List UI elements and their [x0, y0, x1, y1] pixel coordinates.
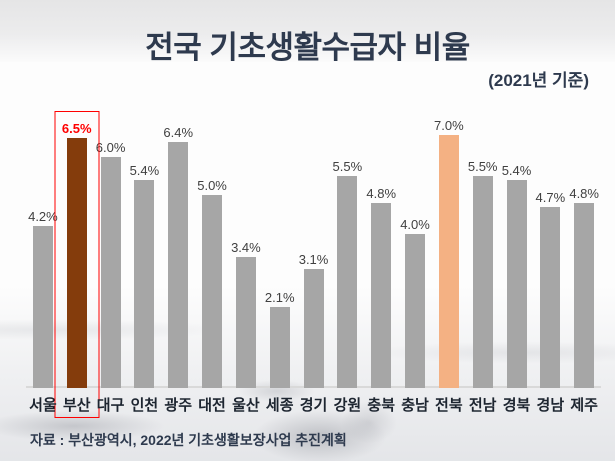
bar-column-세종: 2.1% [263, 118, 297, 388]
bar-경기 [303, 269, 324, 388]
bar-value-label: 6.0% [95, 140, 126, 155]
bar-value-label: 6.5% [61, 121, 92, 136]
page-title: 전국 기초생활수급자 비율 [145, 30, 470, 65]
x-axis-label-울산: 울산 [232, 397, 260, 414]
bar-value-label: 5.0% [197, 178, 227, 193]
x-axis-label-인천: 인천 [130, 397, 159, 414]
x-axis-label-전남: 전남 [468, 397, 497, 414]
bar-column-대전: 5.0% [195, 118, 229, 388]
x-axis-label-경남: 경남 [536, 397, 565, 414]
bar-value-label: 4.2% [28, 209, 58, 224]
bar-value-label: 6.4% [163, 125, 194, 140]
bar-value-label: 4.8% [569, 186, 599, 201]
bar-제주 [574, 203, 595, 388]
bar-value-label: 3.1% [298, 252, 329, 267]
bar-column-충남: 4.0% [398, 118, 432, 388]
bar-value-label: 5.4% [129, 163, 160, 178]
x-axis-label-경기: 경기 [299, 397, 328, 414]
bar-인천 [134, 180, 155, 388]
bar-서울 [32, 226, 53, 388]
bar-column-울산: 3.4% [229, 118, 263, 388]
bar-column-대구: 6.0% [94, 118, 128, 388]
bar-울산 [235, 257, 256, 388]
bar-value-label: 5.4% [501, 163, 532, 178]
x-axis-label-제주: 제주 [570, 397, 598, 414]
bar-chart: 4.2% 6.5% 6.0% 5.4% 6.4% 5.0% 3.4% 2.1% 3.1% 5.5%… [26, 111, 601, 418]
bar-value-label: 4.8% [366, 186, 397, 201]
x-axis-label-서울: 서울 [29, 397, 57, 414]
bar-경남 [540, 207, 561, 388]
bar-강원 [337, 176, 358, 388]
bar-경북 [506, 180, 527, 388]
x-axis-label-충남: 충남 [401, 397, 429, 414]
x-axis-label-세종: 세종 [265, 397, 294, 414]
bar-value-label: 5.5% [332, 159, 363, 174]
bar-column-경기: 3.1% [297, 118, 331, 388]
bar-column-충북: 4.8% [364, 118, 398, 388]
bar-부산 [66, 138, 87, 388]
bar-value-label: 3.4% [231, 240, 261, 255]
x-axis-label-전북: 전북 [435, 397, 463, 414]
x-axis-label-경북: 경북 [502, 397, 531, 414]
busan-highlight-box [54, 111, 100, 418]
x-axis-label-부산: 부산 [62, 397, 91, 414]
bar-value-label: 2.1% [264, 290, 295, 305]
bar-광주 [168, 142, 189, 388]
bar-대구 [100, 157, 121, 388]
bar-충남 [405, 234, 426, 388]
bar-value-label: 4.0% [400, 217, 430, 232]
x-axis-label-광주: 광주 [164, 397, 193, 414]
bar-value-label: 4.7% [535, 190, 566, 205]
bar-value-label: 7.0% [434, 118, 464, 133]
subtitle-year-note: (2021년 기준) [488, 71, 589, 90]
bar-column-강원: 5.5% [330, 118, 364, 388]
bar-column-제주: 4.8% [567, 118, 601, 388]
bar-column-경남: 4.7% [533, 118, 567, 388]
bar-세종 [269, 307, 290, 388]
bar-column-전북: 7.0% [432, 118, 466, 388]
x-axis-label-대구: 대구 [96, 397, 125, 414]
bar-충북 [371, 203, 392, 388]
bar-column-전남: 5.5% [466, 118, 500, 388]
source-note: 자료 : 부산광역시, 2022년 기초생활보장사업 추진계획 [30, 432, 347, 448]
bar-column-서울: 4.2% [26, 118, 60, 388]
x-axis-label-충북: 충북 [367, 397, 395, 414]
bar-전북 [438, 135, 459, 388]
bar-value-label: 5.5% [467, 159, 498, 174]
bar-column-부산: 6.5% [54, 111, 100, 418]
title-band [0, 0, 615, 62]
bar-대전 [202, 195, 223, 388]
x-axis-labels: 서울 부산 대구 인천 광주 대전 울산 세종 경기 강원 충북 충남 전북 전남 경북 경남 제주 [26, 394, 601, 415]
bar-column-광주: 6.4% [161, 118, 195, 388]
bar-column-경북: 5.4% [500, 118, 534, 388]
x-axis-label-강원: 강원 [333, 397, 362, 414]
bar-전남 [472, 176, 493, 388]
bar-column-인천: 5.4% [127, 118, 161, 388]
x-axis-label-대전: 대전 [198, 397, 226, 414]
